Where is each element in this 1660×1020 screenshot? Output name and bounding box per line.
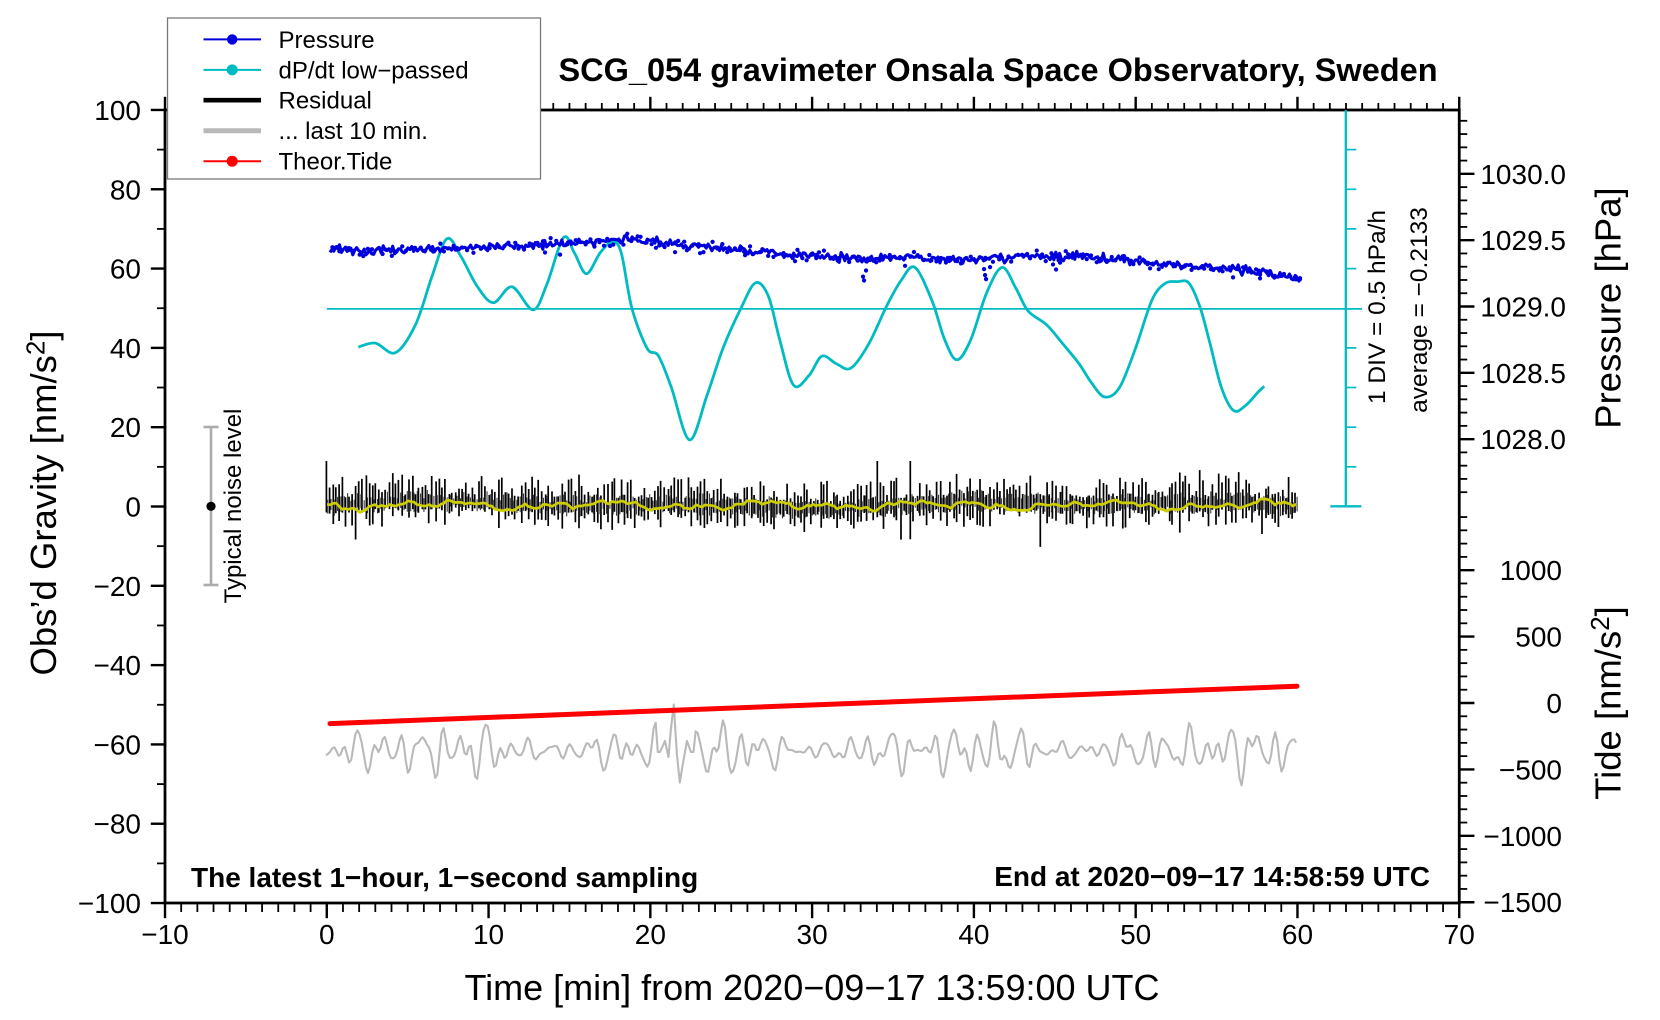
svg-text:The latest 1−hour, 1−second sa: The latest 1−hour, 1−second sampling <box>191 862 698 893</box>
svg-text:80: 80 <box>110 174 141 205</box>
svg-text:0: 0 <box>1546 688 1562 719</box>
svg-text:−80: −80 <box>94 809 142 840</box>
svg-text:1028.5: 1028.5 <box>1480 358 1566 389</box>
svg-text:Typical noise level: Typical noise level <box>220 409 247 604</box>
svg-text:−1500: −1500 <box>1483 887 1562 918</box>
svg-text:−40: −40 <box>94 650 142 681</box>
svg-text:20: 20 <box>635 919 666 950</box>
svg-text:1 DIV = 0.5 hPa/h: 1 DIV = 0.5 hPa/h <box>1364 210 1391 404</box>
svg-text:... last 10 min.: ... last 10 min. <box>279 118 428 145</box>
svg-text:−500: −500 <box>1499 754 1562 785</box>
svg-text:−20: −20 <box>94 571 142 602</box>
svg-text:1028.0: 1028.0 <box>1480 424 1566 455</box>
svg-text:−100: −100 <box>78 888 141 919</box>
svg-text:Theor.Tide: Theor.Tide <box>279 149 393 176</box>
svg-text:0: 0 <box>319 919 335 950</box>
svg-text:40: 40 <box>958 919 989 950</box>
svg-text:0: 0 <box>125 492 141 523</box>
svg-text:1030.0: 1030.0 <box>1480 159 1566 190</box>
svg-text:500: 500 <box>1515 622 1562 653</box>
svg-text:70: 70 <box>1444 919 1475 950</box>
svg-text:−10: −10 <box>141 919 189 950</box>
svg-text:20: 20 <box>110 412 141 443</box>
svg-text:1029.5: 1029.5 <box>1480 225 1566 256</box>
svg-text:Obs’d Gravity [nm/s2]: Obs’d Gravity [nm/s2] <box>21 330 65 675</box>
svg-text:−1000: −1000 <box>1483 821 1562 852</box>
svg-text:Time [min] from 2020−09−17 13:: Time [min] from 2020−09−17 13:59:00 UTC <box>464 967 1159 1008</box>
svg-text:Tide [nm/s2]: Tide [nm/s2] <box>1585 606 1629 800</box>
svg-text:40: 40 <box>110 333 141 364</box>
svg-text:1029.0: 1029.0 <box>1480 292 1566 323</box>
svg-text:30: 30 <box>797 919 828 950</box>
svg-text:Residual: Residual <box>279 88 372 115</box>
svg-text:1000: 1000 <box>1500 555 1562 586</box>
svg-text:100: 100 <box>94 95 141 126</box>
svg-text:SCG_054 gravimeter Onsala Spac: SCG_054 gravimeter Onsala Space Observat… <box>558 52 1437 88</box>
svg-text:End at 2020−09−17 14:58:59 UTC: End at 2020−09−17 14:58:59 UTC <box>994 861 1430 892</box>
svg-text:−60: −60 <box>94 729 142 760</box>
svg-text:average = −0.2133: average = −0.2133 <box>1406 207 1433 413</box>
svg-text:50: 50 <box>1120 919 1151 950</box>
svg-text:Pressure [hPa]: Pressure [hPa] <box>1588 187 1629 428</box>
svg-text:10: 10 <box>473 919 504 950</box>
svg-text:60: 60 <box>110 254 141 285</box>
svg-text:dP/dt low−passed: dP/dt low−passed <box>279 57 469 84</box>
svg-text:60: 60 <box>1282 919 1313 950</box>
svg-text:Pressure: Pressure <box>279 27 375 54</box>
